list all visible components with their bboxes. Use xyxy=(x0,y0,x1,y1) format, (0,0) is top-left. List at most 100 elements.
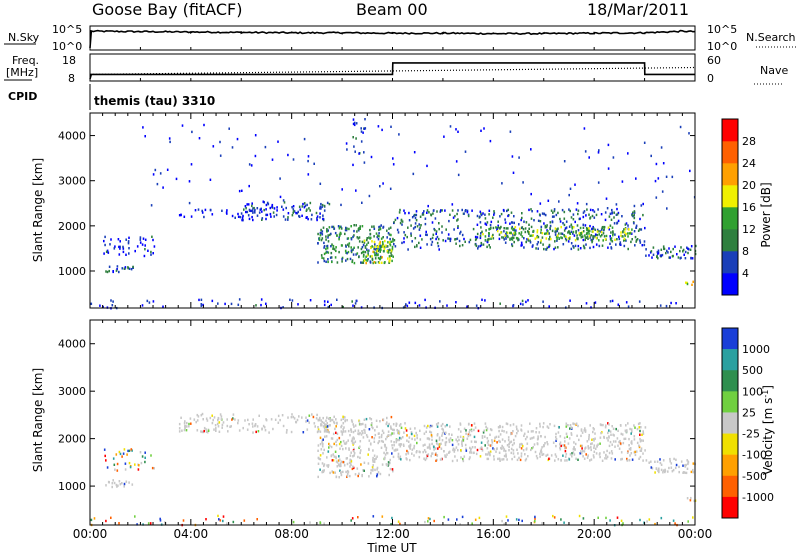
scatter-cell xyxy=(388,233,391,236)
scatter-cell xyxy=(597,181,600,184)
scatter-cell xyxy=(333,420,335,424)
scatter-cell xyxy=(128,252,130,255)
scatter-cell xyxy=(290,430,293,434)
scatter-cell xyxy=(319,212,321,215)
scatter-cell xyxy=(626,459,629,462)
scatter-cell xyxy=(339,447,341,450)
scatter-cell xyxy=(207,429,210,432)
scatter-cell xyxy=(319,182,322,185)
scatter-cell xyxy=(392,455,395,459)
scatter-cell xyxy=(152,238,154,242)
scatter-cell xyxy=(517,238,519,242)
scatter-cell xyxy=(496,447,498,450)
scatter-cell xyxy=(138,464,140,467)
scatter-cell xyxy=(338,227,341,230)
scatter-cell xyxy=(534,517,536,520)
scatter-cell xyxy=(670,301,672,305)
scatter-cell xyxy=(626,451,629,454)
scatter-cell xyxy=(548,245,550,249)
scatter-cell xyxy=(306,428,309,431)
scatter-cell xyxy=(186,421,188,425)
scatter-cell xyxy=(631,430,633,433)
scatter-cell xyxy=(346,252,348,255)
scatter-cell xyxy=(118,480,121,483)
scatter-cell xyxy=(581,447,583,450)
scatter-cell xyxy=(470,424,473,427)
scatter-cell xyxy=(586,440,589,443)
scatter-cell xyxy=(347,243,349,246)
scatter-cell xyxy=(380,245,383,248)
scatter-cell xyxy=(123,267,126,270)
scatter-cell xyxy=(542,300,544,303)
scatter-cell xyxy=(527,455,529,458)
scatter-cell xyxy=(434,228,436,232)
scatter-cell xyxy=(363,469,365,472)
scatter-cell xyxy=(635,240,637,243)
scatter-cell xyxy=(484,222,487,225)
scatter-cell xyxy=(591,240,593,244)
scatter-cell xyxy=(401,220,404,223)
scatter-cell xyxy=(372,458,374,462)
scatter-cell xyxy=(242,219,244,222)
scatter-cell xyxy=(378,232,380,235)
scatter-cell xyxy=(556,229,559,233)
scatter-cell xyxy=(523,237,525,240)
scatter-cell xyxy=(689,499,692,502)
scatter-cell xyxy=(396,216,399,220)
scatter-cell xyxy=(577,237,579,241)
scatter-cell xyxy=(359,456,361,459)
scatter-cell xyxy=(512,233,514,236)
scatter-cell xyxy=(265,203,268,207)
scatter-cell xyxy=(351,259,354,262)
scatter-cell xyxy=(325,238,327,241)
scatter-cell xyxy=(309,201,312,205)
scatter-cell xyxy=(257,430,260,433)
scatter-cell xyxy=(457,428,460,431)
scatter-cell xyxy=(451,433,453,436)
scatter-cell xyxy=(382,245,384,248)
scatter-cell xyxy=(217,418,219,422)
scatter-cell xyxy=(326,228,328,231)
scatter-cell xyxy=(234,216,236,219)
scatter-cell xyxy=(248,423,250,426)
scatter-cell xyxy=(476,232,479,236)
scatter-cell xyxy=(659,461,662,465)
scatter-cell xyxy=(396,438,399,442)
scatter-cell xyxy=(638,300,641,303)
scatter-cell xyxy=(522,303,524,306)
scatter-cell xyxy=(475,237,478,241)
scatter-cell xyxy=(461,440,463,443)
scatter-cell xyxy=(662,162,665,165)
scatter-cell xyxy=(185,429,188,432)
scatter-cell xyxy=(325,247,327,251)
scatter-cell xyxy=(301,416,303,419)
scatter-cell xyxy=(271,203,274,207)
scatter-cell xyxy=(594,447,597,450)
scatter-cell xyxy=(544,213,547,217)
scatter-cell xyxy=(260,298,263,301)
scatter-cell xyxy=(577,424,579,428)
scatter-cell xyxy=(382,182,384,185)
scatter-cell xyxy=(488,234,490,237)
scatter-cell xyxy=(442,430,445,434)
scatter-cell xyxy=(201,430,204,434)
y-tick-label-0: 1000 xyxy=(58,480,86,493)
scatter-cell xyxy=(625,232,627,236)
scatter-cell xyxy=(227,430,229,433)
scatter-cell xyxy=(627,152,629,155)
scatter-cell xyxy=(328,446,330,449)
scatter-cell xyxy=(331,243,333,246)
scatter-cell xyxy=(325,251,327,254)
scatter-cell xyxy=(586,235,589,238)
scatter-cell xyxy=(510,231,512,234)
scatter-cell xyxy=(520,218,522,222)
scatter-cell xyxy=(614,440,617,443)
scatter-cell xyxy=(461,515,464,519)
scatter-cell xyxy=(435,452,437,455)
scatter-cell xyxy=(220,415,223,418)
scatter-cell xyxy=(620,234,622,237)
scatter-cell xyxy=(344,232,346,236)
scatter-cell xyxy=(372,456,374,460)
colorbar-segment-4 xyxy=(722,185,738,208)
scatter-cell xyxy=(648,518,651,521)
